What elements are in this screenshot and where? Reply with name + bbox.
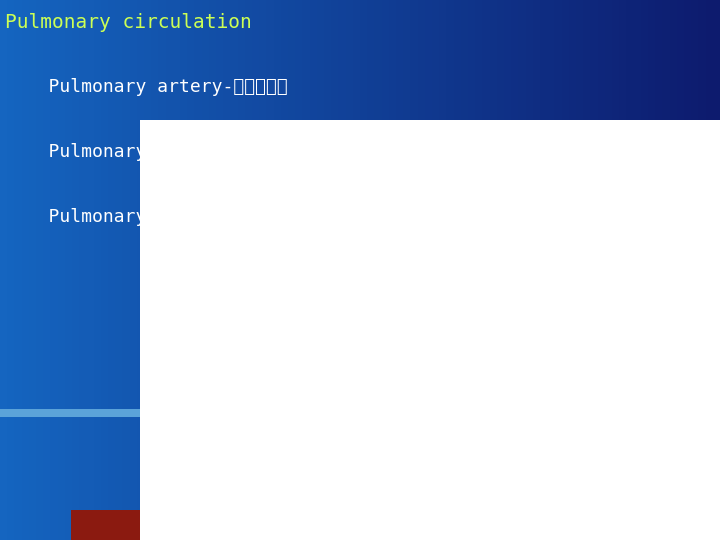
Bar	[140, 120, 720, 540]
Bar	[71, 510, 140, 540]
Text: Pulmonary circulation: Pulmonary circulation	[5, 14, 252, 32]
Text: Pulmonary artery-이산화탄소: Pulmonary artery-이산화탄소	[5, 78, 288, 96]
Text: Pulmonary capillary-가스교환: Pulmonary capillary-가스교환	[5, 143, 310, 161]
Bar	[0, 409, 720, 417]
Text: Pulmonary vein-산소: Pulmonary vein-산소	[5, 208, 233, 226]
